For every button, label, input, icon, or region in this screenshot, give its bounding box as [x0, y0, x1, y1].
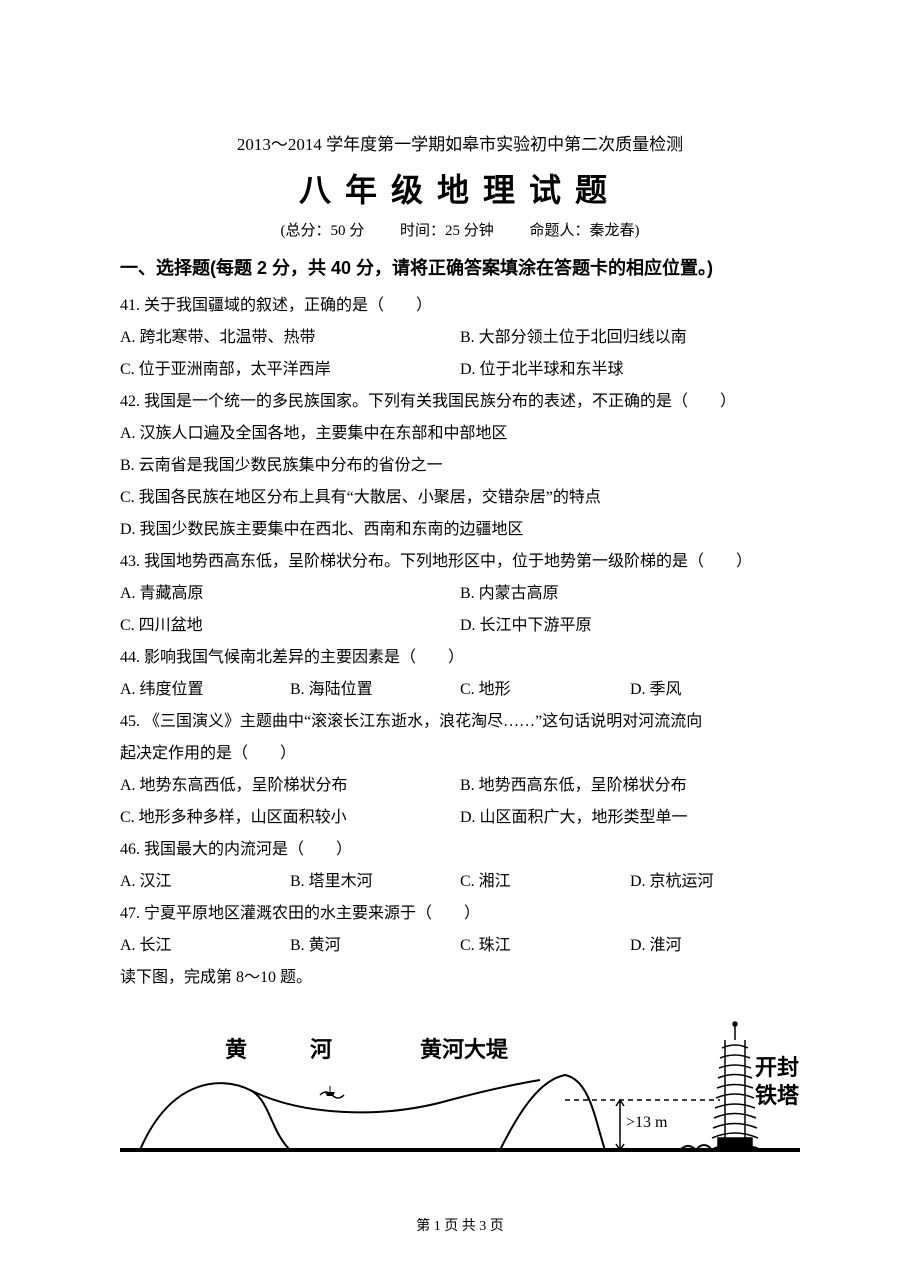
q46-opt-c: C. 湘江	[460, 866, 630, 898]
q43-opt-a: A. 青藏高原	[120, 578, 460, 610]
q47-options: A. 长江 B. 黄河 C. 珠江 D. 淮河	[120, 930, 800, 962]
figure-prompt: 读下图，完成第 8～10 题。	[120, 962, 800, 994]
q41-opt-d: D. 位于北半球和东半球	[460, 354, 800, 386]
meta-time: 时间：25 分钟	[400, 223, 494, 239]
q45-options-2: C. 地形多种多样，山区面积较小 D. 山区面积广大，地形类型单一	[120, 802, 800, 834]
fig-label-dike: 黄河大堤	[420, 1032, 508, 1064]
q43-opt-c: C. 四川盆地	[120, 610, 460, 642]
q43-opt-d: D. 长江中下游平原	[460, 610, 800, 642]
q47-stem: 47. 宁夏平原地区灌溉农田的水主要来源于（ ）	[120, 898, 800, 930]
fig-label-he: 河	[310, 1032, 332, 1064]
q47-opt-a: A. 长江	[120, 930, 290, 962]
meta-author: 命题人：秦龙春)	[530, 223, 640, 239]
q44-opt-a: A. 纬度位置	[120, 674, 290, 706]
q47-opt-c: C. 珠江	[460, 930, 630, 962]
q41-opt-c: C. 位于亚洲南部，太平洋西岸	[120, 354, 460, 386]
q46-stem: 46. 我国最大的内流河是（ ）	[120, 834, 800, 866]
q45-stem-2: 起决定作用的是（ ）	[120, 738, 800, 770]
q42-opt-a: A. 汉族人口遍及全国各地，主要集中在东部和中部地区	[120, 418, 800, 450]
q45-stem-1: 45. 《三国演义》主题曲中“滚滚长江东逝水，浪花淘尽……”这句话说明对河流流向	[120, 706, 800, 738]
q44-opt-d: D. 季风	[630, 674, 800, 706]
q46-opt-d: D. 京杭运河	[630, 866, 800, 898]
fig-label-tieta: 铁塔	[755, 1078, 799, 1110]
q43-options: A. 青藏高原 B. 内蒙古高原	[120, 578, 800, 610]
yellow-river-figure: 黄 河 黄河大堤 开封 铁塔 >13 m	[120, 1020, 800, 1170]
exam-subheader: 2013～2014 学年度第一学期如皋市实验初中第二次质量检测	[120, 130, 800, 155]
q43-stem: 43. 我国地势西高东低，呈阶梯状分布。下列地形区中，位于地势第一级阶梯的是（ …	[120, 546, 800, 578]
q41-opt-b: B. 大部分领土位于北回归线以南	[460, 322, 800, 354]
q43-options-2: C. 四川盆地 D. 长江中下游平原	[120, 610, 800, 642]
q47-opt-d: D. 淮河	[630, 930, 800, 962]
q43-opt-b: B. 内蒙古高原	[460, 578, 800, 610]
q45-opt-c: C. 地形多种多样，山区面积较小	[120, 802, 460, 834]
q45-opt-a: A. 地势东高西低，呈阶梯状分布	[120, 770, 460, 802]
q41-options-2: C. 位于亚洲南部，太平洋西岸 D. 位于北半球和东半球	[120, 354, 800, 386]
q41-opt-a: A. 跨北寒带、北温带、热带	[120, 322, 460, 354]
q42-opt-b: B. 云南省是我国少数民族集中分布的省份之一	[120, 450, 800, 482]
q42-opt-d: D. 我国少数民族主要集中在西北、西南和东南的边疆地区	[120, 514, 800, 546]
fig-label-height: >13 m	[626, 1114, 667, 1132]
page-footer: 第 1 页 共 3 页	[0, 1215, 920, 1235]
q42-stem: 42. 我国是一个统一的多民族国家。下列有关我国民族分布的表述，不正确的是（ ）	[120, 386, 800, 418]
exam-page: 2013～2014 学年度第一学期如皋市实验初中第二次质量检测 八年级地理试题 …	[0, 0, 920, 1277]
q44-options: A. 纬度位置 B. 海陆位置 C. 地形 D. 季风	[120, 674, 800, 706]
exam-meta: (总分：50 分 时间：25 分钟 命题人：秦龙春)	[120, 219, 800, 240]
fig-label-huang: 黄	[225, 1032, 247, 1064]
exam-title: 八年级地理试题	[120, 165, 800, 211]
meta-total: (总分：50 分	[280, 223, 364, 239]
q44-opt-c: C. 地形	[460, 674, 630, 706]
q46-opt-a: A. 汉江	[120, 866, 290, 898]
q47-opt-b: B. 黄河	[290, 930, 460, 962]
q45-opt-d: D. 山区面积广大，地形类型单一	[460, 802, 800, 834]
q42-opt-c: C. 我国各民族在地区分布上具有“大散居、小聚居，交错杂居”的特点	[120, 482, 800, 514]
q44-stem: 44. 影响我国气候南北差异的主要因素是（ ）	[120, 642, 800, 674]
q45-options: A. 地势东高西低，呈阶梯状分布 B. 地势西高东低，呈阶梯状分布	[120, 770, 800, 802]
q46-options: A. 汉江 B. 塔里木河 C. 湘江 D. 京杭运河	[120, 866, 800, 898]
section-1-header: 一、选择题(每题 2 分，共 40 分，请将正确答案填涂在答题卡的相应位置。)	[120, 254, 800, 280]
q45-opt-b: B. 地势西高东低，呈阶梯状分布	[460, 770, 800, 802]
q41-stem: 41. 关于我国疆域的叙述，正确的是（ ）	[120, 290, 800, 322]
q44-opt-b: B. 海陆位置	[290, 674, 460, 706]
q41-options: A. 跨北寒带、北温带、热带 B. 大部分领土位于北回归线以南	[120, 322, 800, 354]
q46-opt-b: B. 塔里木河	[290, 866, 460, 898]
